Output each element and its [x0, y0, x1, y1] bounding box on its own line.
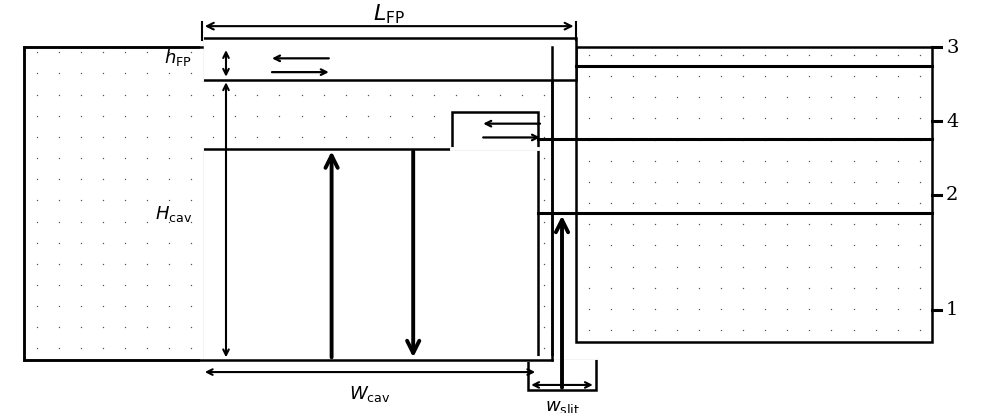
Bar [202, 149, 538, 360]
Bar [24, 48, 552, 360]
Text: $\mathit{w}_{\rm slit}$: $\mathit{w}_{\rm slit}$ [545, 397, 579, 413]
Bar [202, 39, 576, 80]
Text: 3: 3 [946, 39, 958, 57]
Text: $\mathit{H}_{\rm cav}$: $\mathit{H}_{\rm cav}$ [155, 204, 192, 223]
Text: 4: 4 [946, 113, 958, 131]
Text: 1: 1 [946, 301, 958, 319]
Text: 2: 2 [946, 186, 958, 204]
Bar [576, 48, 932, 342]
Text: $\mathit{W}_{\rm cav}$: $\mathit{W}_{\rm cav}$ [349, 383, 391, 403]
Bar [452, 112, 538, 149]
Text: $\mathit{L}_{\rm FP}$: $\mathit{L}_{\rm FP}$ [373, 2, 405, 26]
Text: $\mathit{h}_{\rm FP}$: $\mathit{h}_{\rm FP}$ [164, 47, 192, 68]
Bar [528, 358, 596, 391]
